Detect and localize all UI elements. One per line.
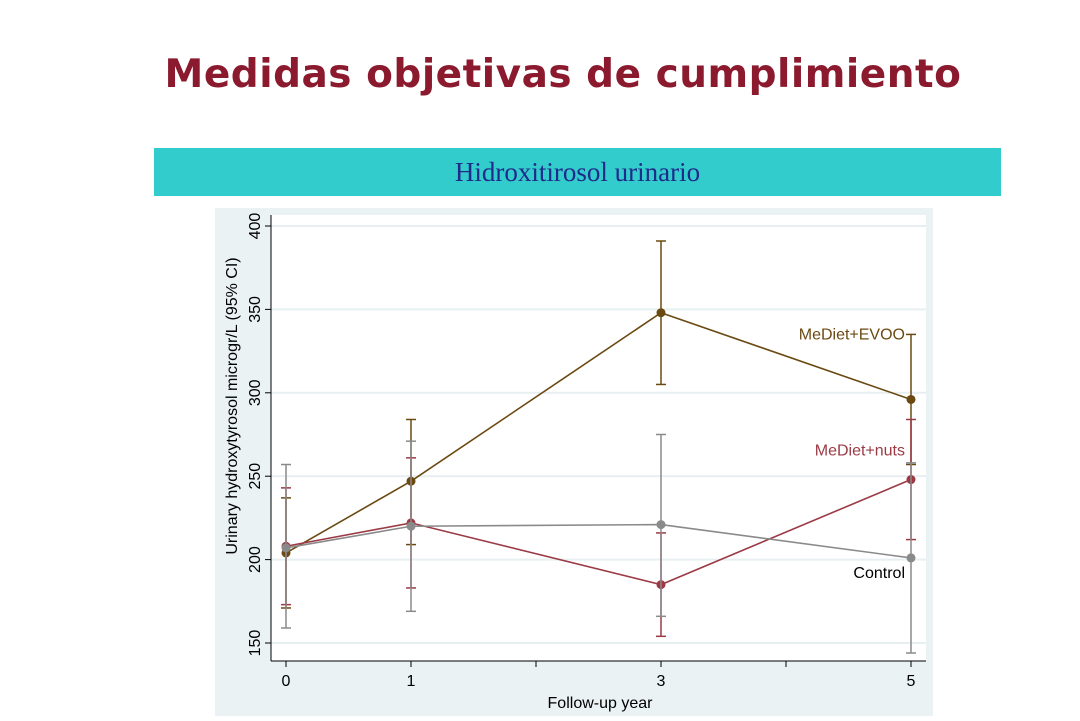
x-tick-label: 1 (407, 673, 416, 690)
gridlines (271, 225, 926, 644)
x-tick-label: 5 (907, 673, 916, 690)
chart-banner: Hidroxitirosol urinario (154, 148, 1001, 196)
x-tick-label: 3 (657, 673, 666, 690)
series-label: MeDiet+EVOO (799, 326, 905, 343)
banner-text: Hidroxitirosol urinario (454, 156, 701, 187)
series-label: Control (853, 565, 905, 582)
series-line (285, 311, 912, 554)
series-group: MeDiet+EVOO MeDiet+nuts Control (281, 240, 916, 654)
y-tick-label: 250 (247, 463, 264, 490)
y-tick-label: 350 (247, 296, 264, 323)
slide-title: Medidas objetivas de cumplimiento (164, 52, 962, 97)
plot-area (271, 215, 926, 661)
axes: 150 200 250 300 350 400 0 1 3 5 (247, 213, 926, 690)
series-control: Control (281, 433, 916, 654)
data-point (906, 394, 916, 404)
y-tick-label: 400 (247, 213, 264, 240)
data-point (406, 521, 416, 531)
series-line (285, 478, 912, 586)
y-axis-label: Urinary hydroxytyrosol microgr/L (95% CI… (224, 257, 241, 554)
series-line (285, 523, 912, 559)
series-label: MeDiet+nuts (815, 443, 905, 460)
data-point (656, 520, 666, 530)
y-tick-label: 150 (247, 630, 264, 657)
y-tick-label: 300 (247, 379, 264, 406)
y-tick-label: 200 (247, 546, 264, 573)
data-point (906, 553, 916, 563)
x-tick-label: 0 (282, 673, 291, 690)
data-point (656, 308, 666, 318)
chart-panel: 150 200 250 300 350 400 0 1 3 5 MeDiet+EVOO MeDiet… (215, 208, 933, 716)
x-axis-label: Follow-up year (548, 695, 654, 712)
data-point (281, 543, 291, 553)
